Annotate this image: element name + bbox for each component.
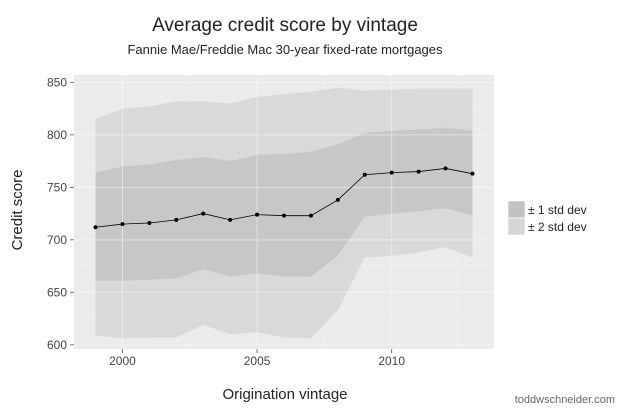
- y-axis-ticks: 600 650 700 750 800 850: [47, 75, 74, 352]
- std-dev-bands: [95, 87, 473, 339]
- chart-title: Average credit score by vintage: [152, 15, 418, 36]
- legend-key-2: [507, 217, 526, 236]
- legend-label-2: ± 2 std dev: [528, 220, 587, 234]
- band-1sd: [95, 127, 473, 281]
- data-point: [147, 221, 152, 226]
- data-point: [93, 225, 98, 230]
- legend-label-1: ± 1 std dev: [528, 203, 587, 217]
- y-tick-label: 600: [47, 338, 67, 352]
- data-point: [120, 222, 125, 227]
- chart-subtitle: Fannie Mae/Freddie Mac 30-year fixed-rat…: [127, 42, 443, 57]
- x-tick-label: 2005: [244, 354, 271, 368]
- data-point: [308, 213, 313, 218]
- data-point: [282, 213, 286, 218]
- legend: ± 1 std dev ± 2 std dev: [507, 200, 587, 236]
- data-point: [255, 212, 260, 217]
- legend-key-1: [507, 200, 526, 219]
- major-gridlines: [74, 75, 494, 349]
- y-tick-label: 800: [47, 128, 67, 142]
- series-average: [93, 166, 475, 230]
- x-axis-title: Origination vintage: [222, 386, 347, 403]
- band-2sd-upper: [95, 87, 473, 173]
- data-point: [416, 169, 421, 174]
- data-point: [335, 197, 340, 202]
- credit-text: toddwschneider.com: [515, 394, 615, 406]
- data-point: [470, 171, 475, 176]
- data-point: [389, 170, 394, 175]
- y-tick-label: 850: [47, 75, 67, 89]
- y-tick-label: 650: [47, 285, 67, 299]
- data-point: [362, 172, 367, 177]
- data-point: [201, 211, 206, 216]
- x-tick-label: 2010: [378, 354, 405, 368]
- y-tick-label: 700: [47, 233, 67, 247]
- y-axis-title: Credit score: [9, 170, 26, 251]
- y-tick-label: 750: [47, 180, 67, 194]
- data-point: [443, 166, 448, 171]
- data-point: [174, 217, 179, 222]
- x-tick-label: 2000: [109, 354, 136, 368]
- data-point: [228, 217, 233, 222]
- band-2sd-lower: [95, 208, 473, 339]
- x-axis-ticks: 2000 2005 2010: [109, 349, 405, 368]
